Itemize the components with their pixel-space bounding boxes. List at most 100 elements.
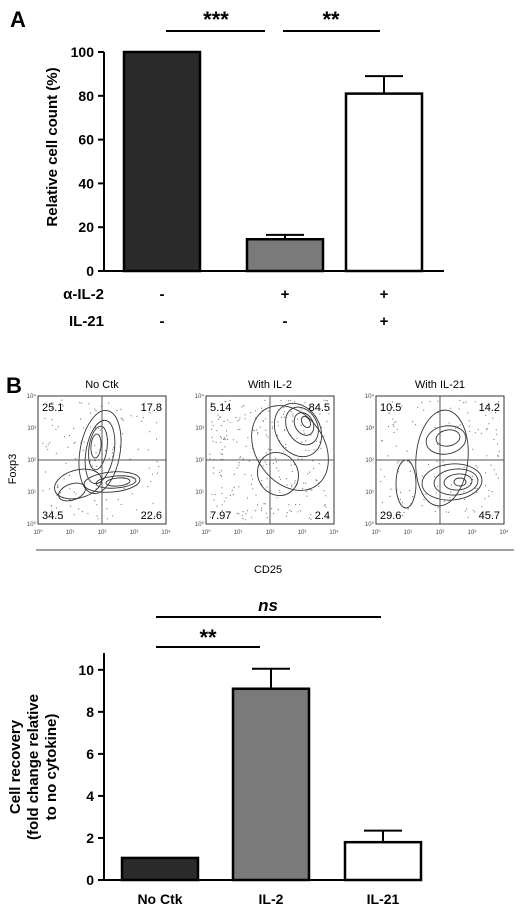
flow-event-dot — [223, 436, 225, 438]
flow-event-dot — [393, 431, 395, 433]
flow-event-dot — [264, 418, 267, 420]
significance-label: ** — [199, 625, 217, 650]
flow-cytometry-plots: No Ctk 25.1 17.8 34.5 22.6 10⁰ 10¹ 10² 10³ 10⁴ 10⁰… — [27, 379, 509, 536]
flow-event-dot — [458, 408, 460, 410]
flow-event-dot — [299, 503, 301, 505]
flow-event-dot — [491, 491, 493, 493]
flow-plot: No Ctk 25.1 17.8 34.5 22.6 10⁰ 10¹ 10² 10³ 10⁴ 10⁰… — [27, 379, 171, 536]
flow-event-dot — [87, 512, 89, 515]
flow-event-dot — [45, 446, 47, 448]
flow-event-dot — [277, 425, 279, 427]
flow-event-dot — [51, 407, 53, 409]
flow-event-dot — [427, 463, 430, 466]
flow-event-dot — [211, 421, 213, 423]
flow-event-dot — [292, 413, 294, 415]
flow-event-dot — [389, 495, 391, 497]
flow-event-dot — [310, 513, 312, 516]
flow-event-dot — [475, 464, 477, 467]
flow-event-dot — [237, 429, 239, 431]
flow-y-tick-label: 10³ — [195, 426, 204, 432]
flow-contour — [84, 419, 116, 485]
flow-event-dot — [391, 401, 394, 403]
flow-event-dot — [239, 417, 241, 419]
flow-event-dot — [239, 456, 241, 458]
flow-event-dot — [250, 412, 252, 414]
flow-event-dot — [285, 447, 287, 449]
flow-event-dot — [296, 437, 298, 439]
flow-event-dot — [450, 491, 452, 493]
flow-event-dot — [450, 407, 452, 409]
flow-event-dot — [220, 474, 222, 476]
flow-event-dot — [274, 457, 276, 460]
significance-label: ** — [322, 7, 340, 32]
flow-event-dot — [264, 503, 266, 505]
flow-event-dot — [88, 403, 90, 405]
flow-event-dot — [65, 462, 67, 464]
flow-event-dot — [221, 448, 223, 451]
flow-event-dot — [311, 489, 313, 491]
flow-event-dot — [326, 517, 328, 519]
chart-b-bar — [120, 856, 200, 882]
flow-event-dot — [50, 505, 52, 507]
flow-plot-title: No Ctk — [85, 379, 119, 391]
flow-event-dot — [406, 450, 408, 452]
flow-event-dot — [221, 424, 223, 427]
flow-event-dot — [224, 446, 226, 448]
treatment-table: α-IL-2 - + + IL-21 - - + — [63, 286, 389, 330]
flow-event-dot — [271, 421, 273, 423]
flow-event-dot — [220, 475, 223, 477]
flow-event-dot — [156, 422, 158, 424]
flow-event-dot — [392, 424, 394, 426]
flow-event-dot — [489, 514, 491, 516]
flow-event-dot — [122, 433, 124, 435]
flow-event-dot — [401, 502, 403, 504]
flow-event-dot — [120, 417, 122, 420]
flow-event-dot — [390, 488, 392, 490]
flow-event-dot — [47, 443, 49, 445]
flow-event-dot — [434, 510, 436, 512]
flow-event-dot — [55, 428, 57, 430]
flow-event-dot — [443, 465, 446, 467]
flow-event-dot — [474, 401, 476, 403]
flow-event-dot — [276, 434, 278, 436]
flow-event-dot — [52, 518, 54, 520]
flow-event-dot — [260, 509, 263, 512]
quadrant-upper-left: 10.5 — [380, 402, 401, 414]
treatment-cell: - — [160, 286, 165, 303]
flow-event-dot — [485, 485, 487, 487]
flow-event-dot — [123, 487, 125, 490]
flow-event-dot — [217, 414, 219, 416]
flow-event-dot — [57, 426, 59, 428]
flow-contour — [300, 415, 312, 429]
chart-a-y-axis-label: Relative cell count (%) — [44, 67, 61, 226]
flow-event-dot — [277, 509, 279, 511]
flow-event-dot — [70, 505, 72, 507]
flow-event-dot — [308, 450, 310, 452]
flow-event-dot — [214, 493, 216, 496]
quadrant-lower-right: 22.6 — [141, 510, 162, 522]
flow-event-dot — [463, 402, 465, 404]
flow-event-dot — [280, 416, 283, 418]
flow-event-dot — [277, 421, 279, 423]
flow-event-dot — [309, 471, 311, 473]
flow-event-dot — [209, 457, 211, 460]
flow-event-dot — [488, 423, 490, 425]
flow-event-dot — [272, 462, 274, 464]
flow-x-tick-label: 10¹ — [66, 530, 75, 536]
flow-event-dot — [212, 472, 214, 474]
flow-event-dot — [97, 427, 100, 429]
flow-event-dot — [286, 484, 288, 486]
flow-event-dot — [268, 410, 270, 412]
flow-event-dot — [398, 471, 400, 473]
flow-event-dot — [242, 518, 244, 520]
flow-event-dot — [484, 498, 486, 500]
flow-event-dot — [395, 445, 397, 447]
flow-event-dot — [455, 427, 457, 429]
flow-event-dot — [47, 448, 49, 451]
quadrant-upper-right: 14.2 — [479, 402, 500, 414]
flow-event-dot — [79, 418, 82, 420]
flow-event-dot — [73, 514, 75, 516]
flow-event-dot — [303, 482, 305, 484]
flow-x-tick-label: 10² — [98, 530, 107, 536]
flow-event-dot — [497, 477, 499, 479]
